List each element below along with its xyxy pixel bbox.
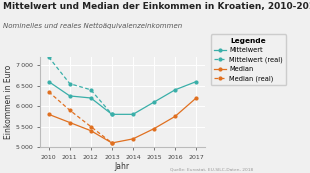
Mittelwert (real) (110, 113, 114, 115)
Line: Median (real): Median (real) (47, 90, 113, 144)
Median (152, 128, 156, 130)
Median (68, 121, 72, 124)
Text: Quelle: Eurostat, EU-SILC-Daten, 2018: Quelle: Eurostat, EU-SILC-Daten, 2018 (170, 167, 254, 171)
Median (real) (68, 109, 72, 111)
Mittelwert (68, 95, 72, 97)
Median (real) (47, 91, 51, 93)
Mittelwert (47, 81, 51, 83)
Text: Nominelles und reales Nettoäquivalenzeinkommen: Nominelles und reales Nettoäquivalenzein… (3, 22, 182, 29)
Text: Mittelwert und Median der Einkommen in Kroatien, 2010-2017: Mittelwert und Median der Einkommen in K… (3, 2, 310, 11)
Mittelwert (real) (47, 56, 51, 58)
Mittelwert (110, 113, 114, 115)
Y-axis label: Einkommen in Euro: Einkommen in Euro (4, 65, 13, 139)
Line: Median: Median (47, 97, 197, 144)
Mittelwert (real) (89, 89, 93, 91)
Line: Mittelwert: Mittelwert (47, 80, 197, 116)
Mittelwert (194, 81, 198, 83)
Median (47, 113, 51, 115)
Median (89, 130, 93, 132)
Mittelwert (131, 113, 135, 115)
Mittelwert (real) (68, 83, 72, 85)
X-axis label: Jahr: Jahr (115, 162, 130, 171)
Median (131, 138, 135, 140)
Median (real) (110, 142, 114, 144)
Mittelwert (89, 97, 93, 99)
Mittelwert (152, 101, 156, 103)
Median (194, 97, 198, 99)
Median (real) (89, 126, 93, 128)
Median (110, 142, 114, 144)
Mittelwert (173, 89, 177, 91)
Median (173, 115, 177, 117)
Legend: Mittelwert, Mittelwert (real), Median, Median (real): Mittelwert, Mittelwert (real), Median, M… (211, 34, 286, 85)
Line: Mittelwert (real): Mittelwert (real) (47, 56, 113, 116)
